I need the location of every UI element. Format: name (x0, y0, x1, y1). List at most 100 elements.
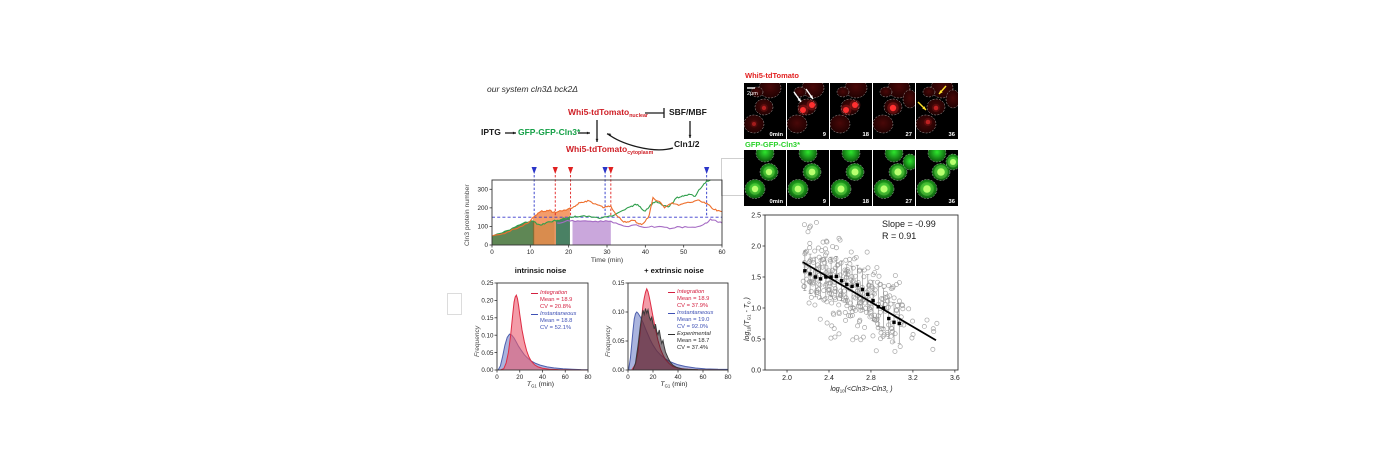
tick-label: 50 (680, 249, 688, 256)
data-point-circle (807, 223, 813, 229)
label-part: T (660, 381, 665, 388)
cell-outline (830, 114, 851, 134)
scatter-ylabel: log10(TG1 - T0 ) (744, 251, 752, 341)
legend-stat: CV = 37.4% (677, 345, 709, 351)
tick-label: 0.05 (612, 338, 625, 345)
data-point-circle (834, 263, 840, 268)
hist-fill (500, 295, 588, 370)
data-point-circle (891, 295, 897, 301)
data-point-circle (858, 299, 864, 305)
hist-extrinsic-xlabel: TG1 (min) (598, 381, 750, 388)
tick-label: 2.8 (866, 375, 876, 382)
data-point-circle (901, 322, 907, 328)
label-part: G1 (531, 383, 537, 389)
tick-label: Time (min) (591, 257, 623, 264)
data-point-circle (806, 267, 812, 273)
nucleus-dot (923, 185, 931, 193)
data-point-circle (823, 246, 828, 252)
data-point-circle (847, 256, 853, 262)
data-point-circle (817, 316, 823, 322)
cell-body (799, 150, 817, 162)
data-point-circle (841, 288, 847, 294)
nucleus-glow (750, 120, 758, 128)
cell-outline (844, 83, 868, 99)
data-point-circle (852, 307, 858, 313)
legend-label: Instantaneous (677, 310, 714, 316)
area-fill (572, 220, 611, 245)
legend-stat: CV = 37.9% (677, 303, 709, 309)
micro-frame: 18 (830, 150, 872, 206)
data-point-circle (858, 337, 864, 343)
tick-label: 0.10 (481, 332, 494, 339)
pathway-arrows (505, 108, 692, 151)
data-point-circle (880, 296, 886, 302)
legend-stat: CV = 20.8% (540, 304, 572, 310)
arrow-head (595, 138, 599, 142)
micro-frame: 36 (916, 150, 958, 206)
binned-mean-square (803, 269, 807, 273)
cell-outline (916, 179, 938, 199)
data-point-circle (897, 344, 903, 349)
cell-outline (927, 150, 947, 163)
data-point-circle (828, 335, 834, 341)
micro-frame: 18 (830, 83, 872, 139)
data-point-circle (820, 257, 826, 263)
arrow-head (607, 133, 611, 137)
binned-mean-square (881, 306, 886, 310)
cell-outline (801, 83, 825, 99)
nucleus-dot (843, 107, 849, 113)
data-point-circle (805, 229, 811, 235)
binned-mean-square (834, 274, 839, 279)
data-point-circle (802, 249, 808, 255)
data-point-circle (895, 303, 900, 309)
hist-curve (500, 294, 589, 371)
cell-outline (922, 86, 936, 98)
data-point-circle (892, 331, 898, 337)
tick-label: 40 (642, 249, 650, 256)
tick-label: 2.4 (824, 375, 834, 382)
tick-label: 60 (718, 249, 726, 256)
data-point-circle (877, 309, 883, 315)
data-point-circle (881, 332, 887, 338)
event-arrow (567, 167, 574, 174)
tick-label: 0.00 (612, 367, 625, 374)
axis-box (764, 214, 959, 371)
cell-outline (879, 86, 893, 98)
tick-label: 36 (949, 132, 956, 138)
data-point-circle (867, 279, 873, 285)
data-point-circle (832, 286, 838, 292)
cell-outline (787, 114, 808, 134)
tick-label: 40 (675, 374, 682, 381)
arrow-head (586, 131, 590, 135)
hist-intrinsic-panel: intrinsic noise Frequency 0.00 0.05 0.10 0.… (473, 263, 608, 395)
tick-label: 0.00 (481, 367, 494, 374)
cell-body (880, 87, 892, 97)
legend-label: Instantaneous (540, 311, 577, 317)
data-point-circle (869, 293, 875, 299)
cell-body (903, 90, 915, 108)
tick-label: 18 (863, 199, 870, 205)
r-value: R = 0.91 (882, 231, 917, 241)
tick-label: 0.25 (481, 280, 494, 287)
nucleus-dot (937, 168, 945, 176)
cell-outline (787, 179, 809, 199)
binned-mean-square (839, 279, 844, 283)
node-cln3: GFP-GFP-Cln3* (518, 127, 581, 137)
data-point-circle (848, 300, 853, 306)
cell-outline (902, 89, 915, 109)
cell-outline (797, 98, 817, 116)
hist-intrinsic-xlabel: TG1 (min) (473, 381, 608, 388)
nucleus-dot (950, 159, 956, 165)
data-point-circle (909, 335, 915, 341)
cell-outline (945, 153, 958, 171)
whi5-nuclear-sub: nuclear (629, 112, 648, 119)
data-point-circle (829, 300, 835, 306)
whi5-main-label: Whi5-tdTomato (566, 144, 628, 154)
microscopy-row1-label: Whi5-tdTomato (745, 71, 800, 80)
data-point-circle (892, 273, 898, 278)
binned-mean-square (829, 275, 833, 279)
data-point-circle (865, 265, 871, 271)
node-sbf-mbf: SBF/MBF (669, 107, 707, 117)
legend-entry: Integration (531, 290, 607, 297)
